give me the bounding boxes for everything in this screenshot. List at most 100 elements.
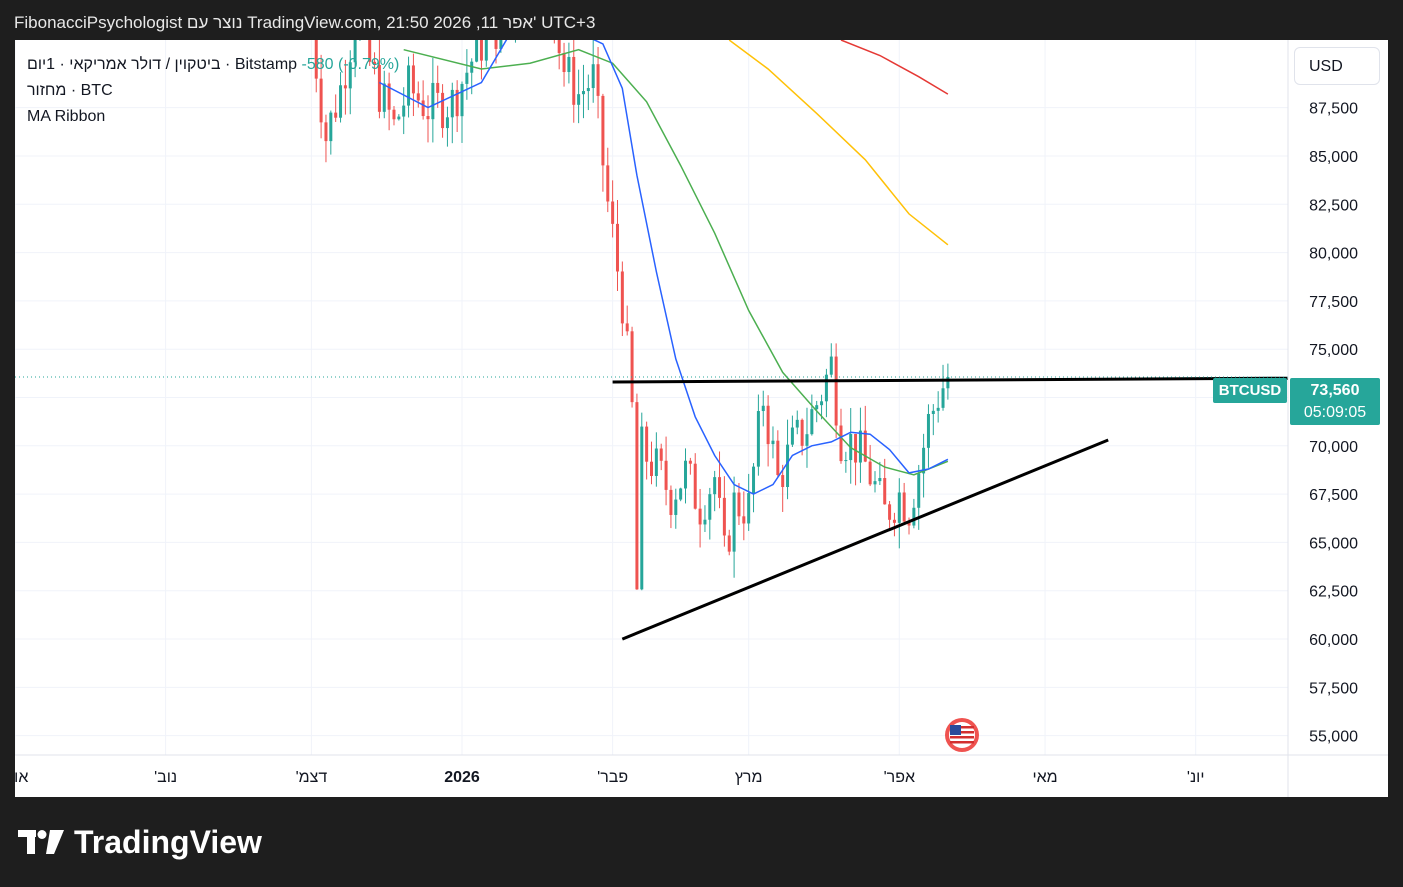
candle-body — [654, 448, 658, 476]
candle — [912, 498, 916, 529]
candle — [475, 40, 479, 63]
flag-stripe — [950, 726, 974, 729]
candle — [387, 72, 391, 131]
candle — [319, 54, 323, 139]
candle-body — [445, 117, 449, 129]
candle-body — [703, 519, 707, 525]
x-tick-label: מרץ — [735, 769, 763, 786]
candle-body — [373, 61, 377, 65]
candle-body — [455, 89, 459, 117]
candle — [922, 433, 926, 498]
candle-body — [922, 447, 926, 474]
ma-mid-line — [403, 48, 949, 476]
candle-body — [460, 83, 464, 117]
axes: 55,000 57,500 60,000 62,500 65,000 67,500 70,0… — [15, 40, 1388, 797]
candle — [917, 464, 921, 530]
candle — [834, 343, 838, 438]
candle — [888, 501, 892, 529]
candle-body — [732, 492, 736, 552]
candle-body — [392, 109, 396, 120]
candle — [329, 110, 333, 155]
candle-body — [718, 477, 722, 498]
candle — [397, 114, 401, 121]
candle — [786, 419, 790, 500]
last-price-tag: 73,560 05:09:05 — [1290, 378, 1380, 425]
candle-body — [946, 377, 950, 389]
resistance-trendline — [612, 376, 1289, 384]
candle — [382, 70, 386, 119]
candle — [781, 464, 785, 512]
candle-body — [407, 65, 411, 106]
candle-body — [815, 405, 819, 410]
volume-indicator-label[interactable]: מחזור · BTC — [27, 82, 113, 99]
candle-body — [625, 323, 629, 332]
candle-body — [382, 83, 386, 112]
candle — [596, 47, 600, 119]
candle-body — [450, 89, 454, 118]
candle-body — [786, 444, 790, 488]
candle-body — [314, 40, 318, 79]
candle-body — [557, 40, 561, 54]
candle — [411, 53, 415, 117]
currency-button[interactable]: USD — [1294, 47, 1380, 85]
candle-body — [892, 519, 896, 523]
candle — [654, 432, 658, 487]
candle-body — [353, 40, 357, 63]
y-tick-label: 70,000 — [1309, 439, 1358, 456]
candle — [897, 478, 901, 549]
ma-slow-line — [728, 40, 949, 246]
candle-body — [912, 507, 916, 526]
candle — [718, 451, 722, 509]
candle-body — [684, 460, 688, 489]
candle — [465, 49, 469, 100]
candle — [810, 394, 814, 436]
candle — [650, 441, 653, 485]
x-tick-label: 2026 — [444, 769, 480, 786]
candle-body — [693, 463, 697, 509]
grid — [15, 40, 1288, 755]
symbol-description[interactable]: ביטקוין / דולר אמריקאי · 1יום · Bitstamp — [27, 56, 298, 73]
y-tick-label: 77,500 — [1309, 294, 1358, 311]
candle-body — [737, 492, 741, 517]
candle-body — [659, 448, 663, 461]
candle — [484, 40, 488, 67]
ma-ribbon-label[interactable]: MA Ribbon — [27, 108, 106, 125]
candle-body — [708, 494, 712, 520]
y-tick-label: 62,500 — [1309, 584, 1358, 601]
tradingview-logo-icon — [18, 830, 64, 854]
candle-body — [669, 489, 673, 515]
candle-body — [640, 426, 644, 590]
candle-body — [688, 460, 692, 464]
candle — [343, 59, 347, 115]
candle-body — [334, 112, 338, 118]
y-tick-label: 87,500 — [1309, 101, 1358, 118]
candle — [776, 430, 780, 478]
candle-body — [586, 88, 590, 92]
y-tick-label: 67,500 — [1309, 487, 1358, 504]
candle — [669, 485, 673, 529]
candle — [470, 58, 474, 95]
y-tick-label: 57,500 — [1309, 680, 1358, 697]
candle — [553, 40, 555, 44]
candle-body — [868, 461, 872, 485]
price-chart[interactable]: 55,000 57,500 60,000 62,500 65,000 67,500 70,0… — [15, 40, 1388, 797]
chart-frame: 55,000 57,500 60,000 62,500 65,000 67,500 70,0… — [15, 40, 1388, 797]
candle — [499, 40, 503, 53]
candle-body — [562, 53, 566, 73]
candle-body — [650, 461, 653, 476]
candle — [892, 512, 896, 537]
us-flag-icon[interactable] — [945, 718, 979, 752]
candle — [737, 482, 741, 526]
candle-body — [431, 82, 435, 120]
candle-body — [421, 100, 425, 117]
y-tick-label: 55,000 — [1309, 729, 1358, 746]
last-price: 73,560 — [1310, 382, 1360, 399]
candle-body — [319, 78, 323, 123]
candle — [873, 471, 877, 493]
candle — [824, 368, 828, 418]
chart-caption: FibonacciPsychologist נוצר עם TradingVie… — [14, 13, 596, 32]
candle-body — [343, 85, 347, 89]
flag-stripe — [950, 736, 974, 739]
x-tick-label: מאי — [1032, 769, 1057, 786]
brand-name: TradingView — [74, 824, 262, 860]
